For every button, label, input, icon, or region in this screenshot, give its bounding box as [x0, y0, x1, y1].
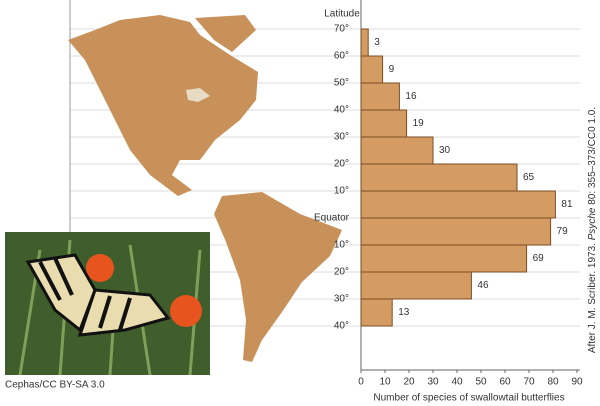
y-tick-label: 40°: [334, 105, 349, 116]
north-america: [68, 15, 258, 196]
x-tick-label: 60: [499, 377, 511, 388]
y-tick-label: 20°: [334, 267, 349, 278]
bar: [360, 109, 408, 138]
x-tick-label: 10: [379, 377, 391, 388]
x-tick-label: 0: [358, 377, 364, 388]
x-tick-label: 30: [427, 377, 439, 388]
y-axis-label: Latitude: [324, 9, 360, 20]
stripes: [38, 257, 132, 331]
y-tick-label: 10°: [334, 186, 349, 197]
bar: [360, 28, 369, 57]
bar: [360, 55, 384, 84]
source-part: 80: 355–373/CC0 1.0.: [587, 107, 598, 208]
x-axis-label: Number of species of swallowtail butterf…: [373, 393, 564, 404]
data-label: 81: [561, 199, 573, 210]
photo: [5, 232, 210, 376]
data-label: 30: [439, 145, 451, 156]
x-tick-label: 50: [475, 377, 487, 388]
x-tick-label: 70: [523, 377, 535, 388]
photo-credit: Cephas/CC BY-SA 3.0: [5, 380, 105, 391]
bar: [360, 217, 552, 246]
x-tick-label: 90: [571, 377, 583, 388]
bar: [360, 244, 528, 273]
flower: [86, 254, 114, 282]
data-label: 16: [405, 91, 417, 102]
bar: [360, 163, 518, 192]
bar: [360, 136, 434, 165]
source-credit: After J. M. Scriber. 1973. Psyche 80: 35…: [587, 107, 598, 353]
x-tick-label: 40: [451, 377, 463, 388]
y-tick-label: 50°: [334, 78, 349, 89]
y-tick-label: 30°: [334, 132, 349, 143]
data-label: 3: [374, 37, 380, 48]
y-tick-label: Equator: [314, 213, 350, 224]
y-tick-label: 10°: [334, 240, 349, 251]
map: [68, 15, 342, 362]
data-label: 69: [533, 253, 545, 264]
data-label: 9: [389, 64, 395, 75]
bar: [360, 190, 556, 219]
y-tick-label: 30°: [334, 294, 349, 305]
data-label: 65: [523, 172, 535, 183]
greenland: [195, 15, 256, 52]
data-label: 13: [398, 307, 410, 318]
x-tick-label: 80: [547, 377, 559, 388]
great-lakes: [186, 88, 210, 102]
y-tick-label: 60°: [334, 51, 349, 62]
y-tick-label: 40°: [334, 321, 349, 332]
source-part: Psyche: [587, 207, 598, 240]
y-tick-label: 70°: [334, 24, 349, 35]
y-tick-label: 20°: [334, 159, 349, 170]
source-part: After J. M. Scriber. 1973.: [587, 240, 598, 353]
data-label: 46: [477, 280, 489, 291]
data-label: 19: [413, 118, 425, 129]
bar: [360, 298, 393, 327]
bar: [360, 82, 400, 111]
data-label: 79: [557, 226, 569, 237]
south-america: [214, 192, 342, 362]
flower: [170, 295, 202, 327]
x-tick-label: 20: [403, 377, 415, 388]
bar: [360, 271, 472, 300]
